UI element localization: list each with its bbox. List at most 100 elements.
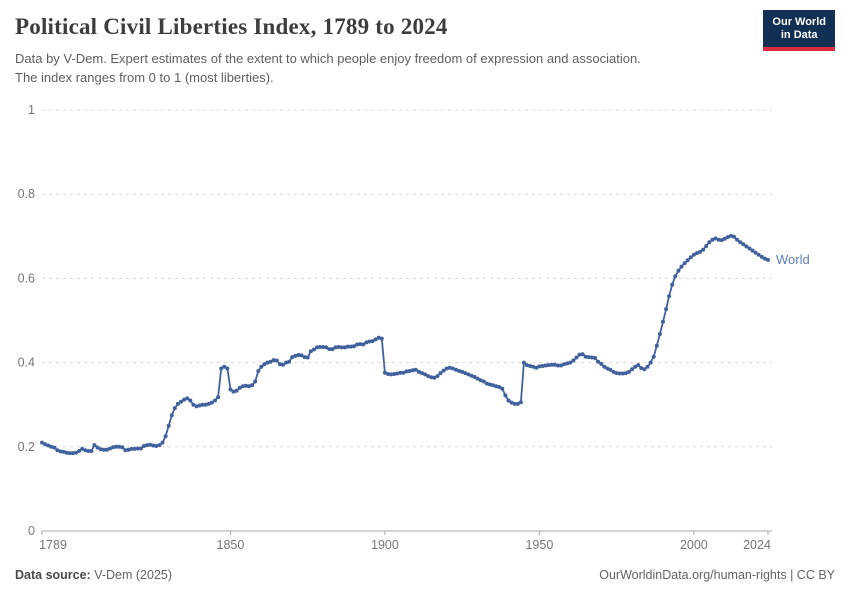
- data-point: [114, 444, 119, 449]
- data-point: [741, 242, 746, 247]
- data-point: [719, 238, 724, 243]
- data-point: [633, 364, 638, 369]
- credit-link[interactable]: OurWorldinData.org/human-rights | CC BY: [599, 568, 835, 582]
- data-point: [46, 443, 51, 448]
- data-point: [101, 447, 106, 452]
- data-point: [753, 250, 758, 255]
- data-point: [463, 371, 468, 376]
- data-point: [497, 385, 502, 389]
- data-point: [231, 389, 236, 394]
- data-point: [197, 403, 202, 408]
- owid-logo[interactable]: Our World in Data: [763, 10, 835, 51]
- data-point: [355, 342, 360, 347]
- data-point: [756, 252, 761, 257]
- data-point: [565, 361, 570, 366]
- data-point: [271, 358, 276, 363]
- owid-logo-line-2: in Data: [780, 29, 818, 41]
- world-series-label[interactable]: World: [776, 252, 810, 267]
- data-point: [670, 282, 675, 287]
- data-point: [281, 362, 285, 367]
- y-tick-label-0: 0: [28, 524, 35, 538]
- data-point: [469, 373, 474, 378]
- data-point: [648, 360, 653, 365]
- data-point: [438, 371, 443, 376]
- x-tick-label-1850: 1850: [217, 538, 245, 552]
- data-point: [111, 445, 116, 450]
- data-point: [512, 401, 517, 406]
- data-point: [494, 384, 499, 389]
- data-point: [299, 353, 304, 358]
- data-point: [735, 237, 740, 242]
- data-point: [70, 451, 75, 456]
- data-source-value: V-Dem (2025): [94, 568, 173, 582]
- data-point: [108, 446, 112, 451]
- data-point: [169, 413, 174, 418]
- data-point: [138, 446, 143, 451]
- data-point: [475, 376, 480, 381]
- owid-logo-line-1: Our World: [772, 16, 826, 28]
- x-tick-label-1789: 1789: [39, 538, 67, 552]
- x-tick-label-2000: 2000: [680, 538, 708, 552]
- data-point: [259, 364, 264, 369]
- data-point: [395, 371, 400, 376]
- data-point: [364, 340, 369, 345]
- data-point: [725, 235, 730, 240]
- data-point: [379, 336, 384, 341]
- data-point: [225, 366, 230, 371]
- chart-subtitle: Data by V-Dem. Expert estimates of the e…: [15, 49, 835, 87]
- data-point: [627, 369, 631, 374]
- data-point: [620, 371, 625, 376]
- data-point: [636, 363, 641, 368]
- data-point: [429, 375, 434, 380]
- data-point: [370, 339, 375, 344]
- data-point: [704, 244, 709, 248]
- data-point: [209, 400, 214, 405]
- data-point: [685, 258, 690, 263]
- data-point: [559, 363, 563, 368]
- data-point: [420, 371, 424, 376]
- data-point: [441, 368, 446, 373]
- data-point: [602, 364, 607, 369]
- data-point: [200, 402, 205, 407]
- data-point: [413, 367, 418, 372]
- data-point: [194, 404, 199, 409]
- data-point: [74, 450, 78, 455]
- data-point: [330, 347, 335, 352]
- data-point: [342, 345, 347, 350]
- data-point: [738, 240, 743, 245]
- data-point: [135, 446, 140, 451]
- data-point: [268, 359, 273, 364]
- data-point: [243, 383, 248, 388]
- data-point: [410, 368, 415, 373]
- data-point: [250, 383, 255, 388]
- data-point: [324, 345, 329, 350]
- data-point: [698, 249, 702, 254]
- data-point: [503, 393, 508, 398]
- data-point: [290, 355, 295, 360]
- data-point: [256, 369, 261, 373]
- data-point: [716, 237, 721, 242]
- data-point: [318, 345, 322, 349]
- y-tick-label-1: 1: [28, 103, 35, 117]
- data-point: [262, 362, 267, 367]
- data-point: [589, 355, 594, 360]
- data-point: [654, 343, 659, 348]
- data-point: [518, 400, 523, 405]
- data-point: [123, 448, 128, 453]
- data-point: [546, 363, 551, 368]
- data-point: [478, 378, 483, 383]
- data-point: [52, 445, 57, 450]
- data-point: [95, 445, 100, 450]
- data-point: [667, 294, 672, 299]
- data-point: [213, 398, 217, 403]
- data-point: [83, 448, 88, 453]
- data-point: [182, 397, 187, 402]
- page-title: Political Civil Liberties Index, 1789 to…: [15, 14, 448, 39]
- data-point: [472, 374, 477, 379]
- data-point: [583, 354, 588, 359]
- data-point: [401, 370, 406, 375]
- data-point: [450, 366, 455, 371]
- data-point: [444, 366, 449, 371]
- data-point: [237, 385, 242, 390]
- data-point: [762, 256, 767, 261]
